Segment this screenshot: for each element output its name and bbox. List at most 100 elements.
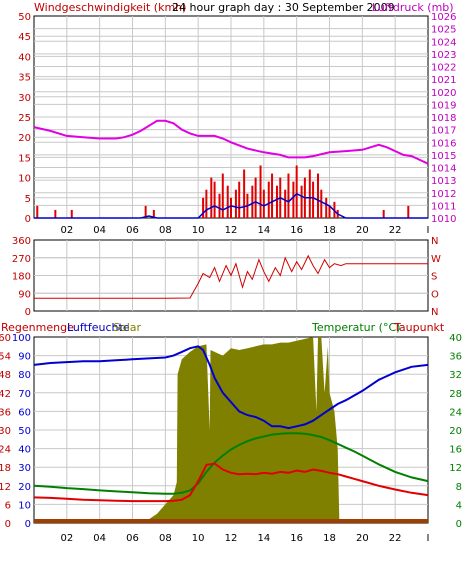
humidity-axis-tick: 50 bbox=[18, 426, 31, 437]
direction-axis-tick: 90 bbox=[18, 289, 31, 300]
pressure-axis-tick: 1013 bbox=[431, 176, 456, 187]
x-tick-label: 06 bbox=[126, 225, 139, 236]
x-tick-label: 04 bbox=[93, 225, 106, 236]
humidity-axis-tick: 60 bbox=[18, 407, 31, 418]
x-tick-label: 02 bbox=[60, 533, 73, 544]
wind-axis-tick: 20 bbox=[18, 133, 31, 144]
pressure-axis-tick: 1018 bbox=[431, 113, 456, 124]
rain-axis-tick: 12 bbox=[0, 482, 11, 493]
x-tick-label: 22 bbox=[389, 225, 402, 236]
pressure-axis-tick: 1019 bbox=[431, 100, 456, 111]
pressure-axis-tick: 1011 bbox=[431, 201, 456, 212]
temperature-axis-tick: 24 bbox=[449, 407, 462, 418]
humidity-axis-tick: 100 bbox=[12, 333, 31, 344]
compass-axis-tick: W bbox=[431, 254, 441, 265]
x-tick-label: 02 bbox=[60, 225, 73, 236]
direction-axis-tick: 270 bbox=[12, 254, 31, 265]
compass-axis-tick: N bbox=[431, 307, 438, 318]
pressure-axis-tick: 1017 bbox=[431, 126, 456, 137]
compass-axis-tick: N bbox=[431, 236, 438, 247]
temperature-axis-tick: 32 bbox=[449, 370, 462, 381]
x-tick-label: 16 bbox=[290, 225, 303, 236]
dewpoint-axis-title: Taupunkt bbox=[393, 321, 445, 334]
temperature-axis-tick: 16 bbox=[449, 445, 462, 456]
pressure-line bbox=[33, 119, 429, 165]
x-tick-label: 16 bbox=[290, 533, 303, 544]
compass-axis-tick: O bbox=[431, 289, 439, 300]
pressure-axis-tick: 1014 bbox=[431, 164, 456, 175]
x-tick-label: 08 bbox=[159, 533, 172, 544]
humidity-axis-tick: 90 bbox=[18, 352, 31, 363]
wind-axis-tick: 30 bbox=[18, 93, 31, 104]
rain-axis-tick: 60 bbox=[0, 333, 11, 344]
x-tick-label: 08 bbox=[159, 225, 172, 236]
dewpoint-line bbox=[33, 462, 429, 503]
pressure-axis-tick: 1025 bbox=[431, 25, 456, 36]
temperature-axis-tick: 4 bbox=[456, 500, 462, 511]
humidity-axis-tick: 80 bbox=[18, 370, 31, 381]
pressure-axis-tick: 1021 bbox=[431, 75, 456, 86]
x-tick-label: 12 bbox=[225, 225, 238, 236]
x-tick-label: 10 bbox=[192, 533, 205, 544]
solar-area bbox=[34, 337, 428, 523]
chart-title: 24 hour graph day : 30 September 2009 bbox=[172, 1, 395, 14]
pressure-axis-title: Luftdruck (mb) bbox=[372, 1, 454, 14]
temperature-axis-tick: 28 bbox=[449, 389, 462, 400]
rain-axis-tick: 42 bbox=[0, 389, 11, 400]
x-tick-label: 04 bbox=[93, 533, 106, 544]
temperature-axis-tick: 36 bbox=[449, 352, 462, 363]
temperature-axis-tick: 12 bbox=[449, 463, 462, 474]
wind-axis-tick: 45 bbox=[18, 32, 31, 43]
pressure-axis-tick: 1026 bbox=[431, 12, 456, 23]
humidity-axis-tick: 0 bbox=[25, 519, 31, 530]
direction-axis-tick: 180 bbox=[12, 272, 31, 283]
humidity-axis-tick: 20 bbox=[18, 482, 31, 493]
wind-direction-line bbox=[34, 254, 428, 299]
rain-axis-tick: 30 bbox=[0, 426, 11, 437]
humidity-line bbox=[33, 345, 429, 430]
wind-axis-tick: 40 bbox=[18, 52, 31, 63]
rain-axis-tick: 24 bbox=[0, 445, 11, 456]
rain-axis-tick: 18 bbox=[0, 463, 11, 474]
rain-bar bbox=[34, 519, 428, 523]
temperature-axis-tick: 0 bbox=[456, 519, 462, 530]
temperature-axis-tick: 40 bbox=[449, 333, 462, 344]
compass-axis-tick: S bbox=[431, 272, 437, 283]
series-layer bbox=[33, 119, 429, 523]
humidity-axis-tick: 70 bbox=[18, 389, 31, 400]
x-tick-label: 10 bbox=[192, 225, 205, 236]
pressure-axis-tick: 1010 bbox=[431, 214, 456, 225]
x-tick-label: 20 bbox=[356, 225, 369, 236]
temperature-axis-title: Temperatur (°C) bbox=[311, 321, 400, 334]
temperature-axis-tick: 20 bbox=[449, 426, 462, 437]
pressure-axis-tick: 1023 bbox=[431, 50, 456, 61]
x-tick-label: 06 bbox=[126, 533, 139, 544]
x-tick-label: I bbox=[427, 225, 430, 236]
x-tick-label: 18 bbox=[323, 225, 336, 236]
wind-axis-title: Windgeschwindigkeit (kmh) bbox=[34, 1, 186, 14]
rain-axis-tick: 6 bbox=[5, 500, 11, 511]
pressure-axis-tick: 1012 bbox=[431, 189, 456, 200]
axis-labels: 02 04 06 08 10 12 14 16 18 20 22 I02 04 06 08 10 12 14 16 1… bbox=[0, 12, 462, 544]
wind-axis-tick: 5 bbox=[25, 194, 31, 205]
pressure-axis-tick: 1024 bbox=[431, 37, 456, 48]
direction-axis-tick: 0 bbox=[25, 307, 31, 318]
rain-axis-tick: 54 bbox=[0, 352, 11, 363]
wind-average-line bbox=[34, 192, 428, 219]
temperature-axis-tick: 8 bbox=[456, 482, 462, 493]
wind-axis-tick: 15 bbox=[18, 153, 31, 164]
humidity-axis-title: Luftfeuchte bbox=[67, 321, 130, 334]
x-tick-label: I bbox=[427, 533, 430, 544]
x-tick-label: 14 bbox=[257, 225, 270, 236]
pressure-axis-tick: 1020 bbox=[431, 88, 456, 99]
rain-axis-tick: 48 bbox=[0, 370, 11, 381]
wind-axis-tick: 35 bbox=[18, 73, 31, 84]
rain-axis-tick: 0 bbox=[5, 519, 11, 530]
direction-axis-tick: 360 bbox=[12, 236, 31, 247]
humidity-axis-tick: 30 bbox=[18, 463, 31, 474]
rain-axis-tick: 36 bbox=[0, 407, 11, 418]
pressure-axis-tick: 1015 bbox=[431, 151, 456, 162]
humidity-axis-tick: 40 bbox=[18, 445, 31, 456]
